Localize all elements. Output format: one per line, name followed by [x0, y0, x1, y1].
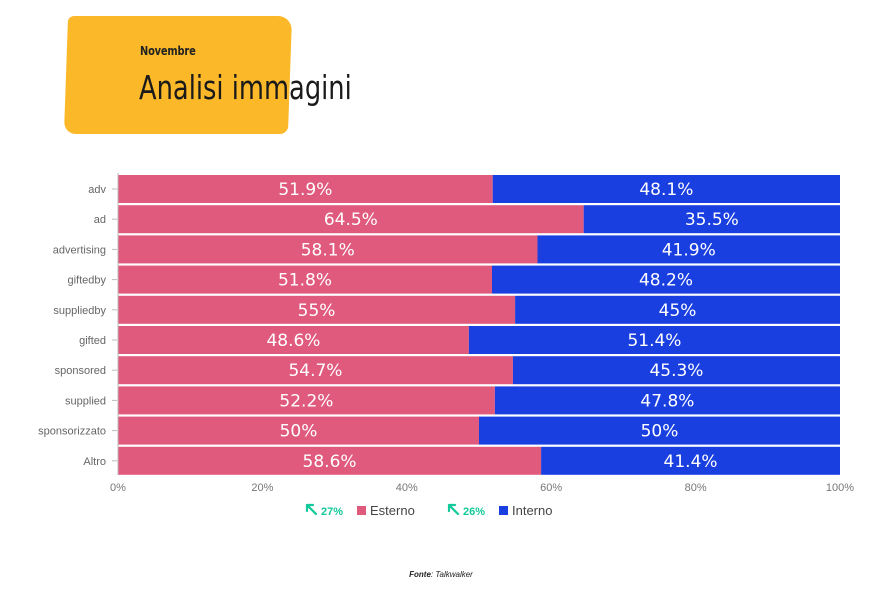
bar-esterno — [118, 446, 542, 475]
data-label-esterno: 55% — [298, 301, 336, 321]
bar-esterno — [118, 235, 538, 264]
category-label: suppliedby — [53, 305, 106, 317]
data-label-interno: 47.8% — [640, 391, 694, 411]
source-value: : Talkwalker — [430, 570, 473, 579]
bar-esterno — [118, 386, 495, 415]
data-label-interno: 41.4% — [664, 452, 718, 472]
page-subtitle: Novembre — [140, 44, 196, 58]
category-label: Altro — [83, 456, 106, 468]
data-label-esterno: 54.7% — [288, 361, 342, 381]
page-title: Analisi immagini — [139, 68, 352, 107]
bar-interno — [541, 446, 840, 475]
data-label-interno: 35.5% — [685, 210, 739, 230]
data-label-esterno: 64.5% — [324, 210, 378, 230]
x-tick-label: 0% — [110, 482, 126, 494]
data-label-esterno: 58.1% — [301, 240, 355, 260]
category-label: supplied — [65, 395, 106, 407]
bar-interno — [492, 175, 840, 203]
data-label-esterno: 48.6% — [266, 331, 320, 351]
data-label-interno: 45% — [659, 301, 697, 321]
bar-esterno — [118, 175, 493, 203]
legend-label: Interno — [512, 503, 552, 518]
bar-esterno — [118, 356, 513, 385]
bar-interno — [512, 356, 840, 385]
bar-esterno — [118, 265, 492, 294]
category-label: gifted — [79, 335, 106, 347]
arrow-up-left-icon — [447, 503, 460, 516]
data-label-esterno: 58.6% — [303, 452, 357, 472]
category-label: giftedby — [67, 275, 106, 287]
data-label-esterno: 51.8% — [278, 271, 332, 291]
data-label-interno: 41.9% — [662, 240, 716, 260]
bar-interno — [491, 265, 840, 294]
data-label-esterno: 51.9% — [278, 180, 332, 200]
data-label-interno: 50% — [641, 422, 679, 442]
legend-swatch — [357, 506, 366, 515]
legend-trend-value: 26% — [463, 506, 485, 518]
legend-trend-value: 27% — [321, 506, 343, 518]
legend-label: Esterno — [370, 503, 415, 518]
category-label: sponsored — [55, 365, 106, 377]
source-label: Fonte — [409, 570, 431, 579]
stacked-bar-chart: adv 51.9% 48.1% ad 64.5% 35.5% advertising 58.1… — [38, 173, 854, 518]
bar-interno — [583, 205, 840, 234]
data-label-interno: 48.2% — [639, 271, 693, 291]
data-label-interno: 45.3% — [649, 361, 703, 381]
bar-interno — [468, 326, 840, 354]
x-tick-label: 100% — [826, 482, 854, 494]
bar-interno — [479, 416, 840, 445]
category-label: advertising — [53, 244, 106, 256]
x-tick-label: 20% — [251, 482, 273, 494]
bar-esterno — [118, 326, 469, 354]
source-note: Fonte: Talkwalker — [0, 570, 882, 579]
data-label-esterno: 50% — [280, 422, 318, 442]
data-label-interno: 51.4% — [627, 331, 681, 351]
bar-interno — [494, 386, 840, 415]
bar-esterno — [118, 205, 584, 234]
bar-esterno — [118, 295, 516, 324]
data-label-interno: 48.1% — [639, 180, 693, 200]
data-label-esterno: 52.2% — [279, 391, 333, 411]
category-label: ad — [94, 214, 106, 226]
category-label: sponsorizzato — [38, 426, 106, 438]
bar-interno — [515, 295, 840, 324]
arrow-up-left-icon — [305, 503, 318, 516]
bar-esterno — [118, 416, 479, 445]
legend-swatch — [499, 506, 508, 515]
x-tick-label: 40% — [396, 482, 418, 494]
x-tick-label: 80% — [685, 482, 707, 494]
x-tick-label: 60% — [540, 482, 562, 494]
bar-interno — [537, 235, 840, 264]
category-label: adv — [88, 184, 106, 196]
